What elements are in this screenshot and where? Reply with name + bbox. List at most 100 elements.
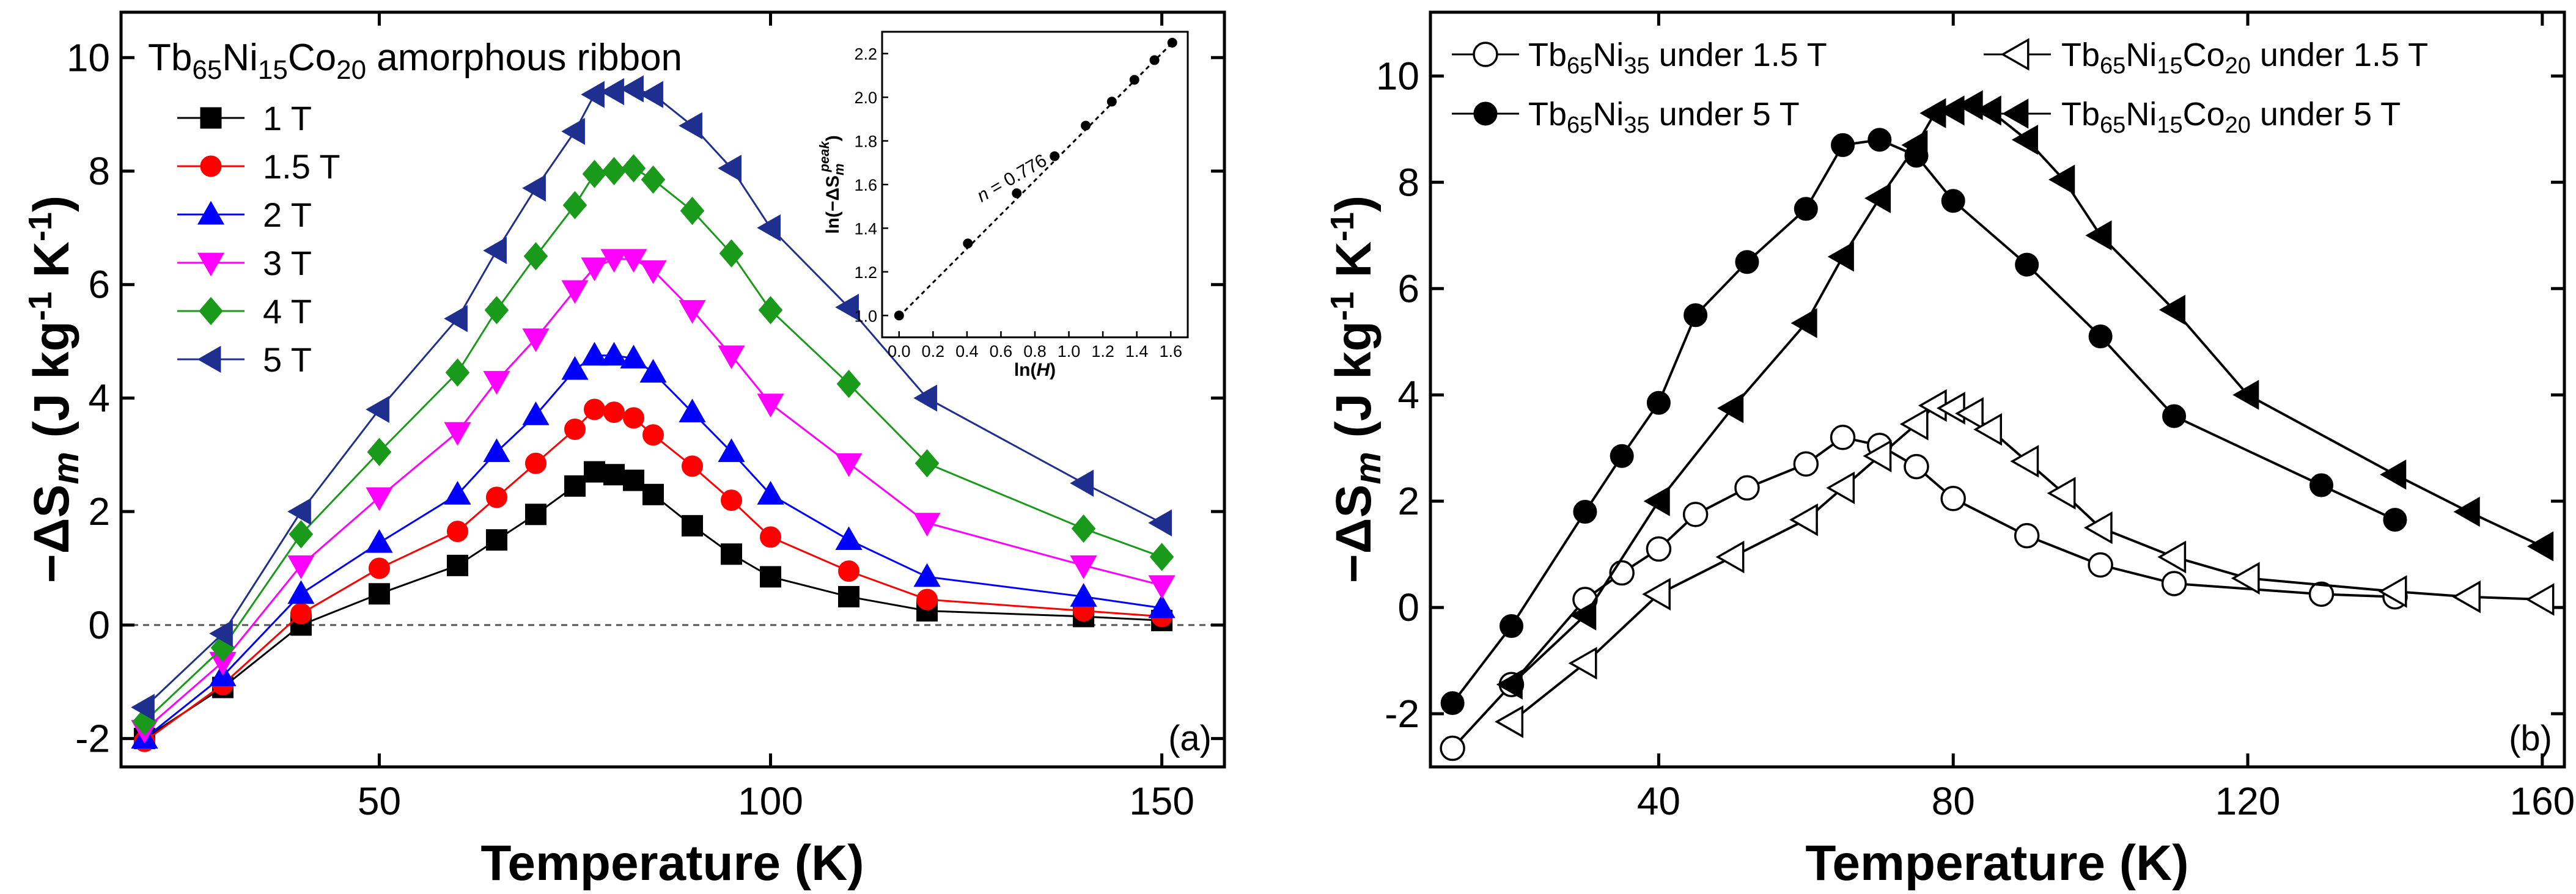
data-point xyxy=(642,483,664,505)
data-point xyxy=(2452,580,2481,614)
data-point xyxy=(287,580,315,604)
legend-a-marker-0 xyxy=(200,107,222,129)
data-point xyxy=(721,543,743,565)
data-point xyxy=(1495,705,1524,738)
data-point xyxy=(757,481,784,505)
inset-x-tick-label: 0.6 xyxy=(990,342,1013,361)
data-point xyxy=(621,154,646,183)
data-point xyxy=(524,504,546,526)
inset-y-tick-label: 2.0 xyxy=(854,89,877,107)
panel-a-title: Tb65Ni15Co20 amorphous ribbon xyxy=(148,37,682,85)
panel-a-y-axis-label: −ΔSm (J kg-1 K-1) xyxy=(22,196,86,583)
data-point xyxy=(1440,691,1465,716)
data-point xyxy=(1610,444,1634,468)
data-point xyxy=(682,455,704,477)
data-point xyxy=(581,81,605,108)
data-point xyxy=(564,419,586,440)
data-point xyxy=(913,384,937,412)
inset-data-point xyxy=(1167,37,1177,48)
data-point xyxy=(641,165,666,194)
data-point xyxy=(1500,614,1523,639)
panel-a-inset: 0.0 0.2 0.4 0.6 0.8 1.0 1.2 1.4 1.6 1.0 1.2 1.4 1.6 1… xyxy=(817,31,1189,380)
data-point xyxy=(561,117,585,145)
data-point xyxy=(622,469,644,491)
data-point xyxy=(1901,130,1928,161)
inset-points xyxy=(894,37,1177,321)
data-point xyxy=(1070,469,1094,497)
data-point xyxy=(2453,496,2480,527)
data-point xyxy=(1071,514,1096,543)
data-point xyxy=(1936,392,1965,425)
y-tick-label: 8 xyxy=(1397,160,1419,204)
y-tick-label: 10 xyxy=(1376,54,1419,98)
data-point xyxy=(561,280,589,304)
data-point xyxy=(718,345,745,370)
data-point xyxy=(622,407,644,429)
data-point xyxy=(1826,471,1855,505)
data-point xyxy=(2085,220,2112,251)
data-point xyxy=(368,557,390,579)
data-point xyxy=(835,293,859,321)
data-point xyxy=(2083,511,2113,544)
y-tick-label: 6 xyxy=(88,263,110,307)
legend-a-marker-2 xyxy=(197,200,225,225)
data-point xyxy=(913,563,941,587)
data-point xyxy=(1715,540,1745,574)
inset-data-point xyxy=(963,238,973,249)
data-point xyxy=(2527,531,2554,562)
panel-a-y-ticks: -2 0 2 4 6 8 10 xyxy=(67,35,1224,761)
legend-a-marker-3 xyxy=(197,252,225,277)
x-tick-label: 160 xyxy=(2509,779,2575,823)
data-point xyxy=(524,452,546,474)
data-point xyxy=(838,560,860,582)
data-point xyxy=(367,438,392,466)
inset-x-tick-label: 0.4 xyxy=(955,342,979,361)
data-point xyxy=(209,620,233,647)
inset-x-tick-label: 1.6 xyxy=(1159,342,1182,361)
data-point xyxy=(1973,412,2003,446)
data-point xyxy=(2383,508,2407,532)
data-point xyxy=(838,585,860,607)
data-point xyxy=(757,214,781,241)
data-point xyxy=(758,296,783,324)
data-point xyxy=(583,461,605,483)
inset-data-point xyxy=(1106,97,1117,107)
data-point xyxy=(2015,252,2039,277)
data-point xyxy=(2231,562,2260,595)
data-point xyxy=(1734,475,1760,501)
data-point xyxy=(2308,581,2335,607)
legend-a-label-2: 2 T xyxy=(263,196,312,234)
data-point xyxy=(1904,453,1929,480)
inset-x-tick-label: 1.2 xyxy=(1091,342,1114,361)
data-point xyxy=(366,487,393,511)
data-point xyxy=(1919,98,1946,128)
data-point xyxy=(1148,594,1176,618)
data-point xyxy=(485,529,507,551)
data-point xyxy=(1789,503,1818,537)
data-point xyxy=(603,464,625,486)
data-point xyxy=(485,486,507,508)
y-tick-label: 4 xyxy=(1397,373,1419,417)
panel-b: 40 80 120 160 -2 0 2 4 6 8 10 Tb65Ni35 under 1.5 … xyxy=(1324,10,2575,891)
data-point xyxy=(1899,408,1929,441)
data-point xyxy=(1827,241,1854,272)
data-point xyxy=(602,156,627,186)
data-point xyxy=(1830,425,1856,450)
data-point xyxy=(1646,536,1672,562)
data-point xyxy=(1642,577,1671,611)
data-point xyxy=(682,515,704,537)
data-point xyxy=(600,342,628,366)
legend-b-label-1: Tb65Ni15Co20 under 1.5 T xyxy=(2061,37,2428,79)
legend-a-marker-5 xyxy=(197,345,221,373)
data-point xyxy=(581,257,608,282)
inset-x-tick-label: 0.8 xyxy=(1023,342,1047,361)
data-point xyxy=(1864,183,1891,214)
data-point xyxy=(2378,575,2407,608)
data-point xyxy=(679,112,702,139)
data-point xyxy=(1684,303,1708,328)
data-point xyxy=(522,174,546,202)
data-point xyxy=(718,155,742,182)
data-point xyxy=(639,260,667,284)
panel-b-frame xyxy=(1429,10,2566,769)
data-point xyxy=(916,588,938,610)
